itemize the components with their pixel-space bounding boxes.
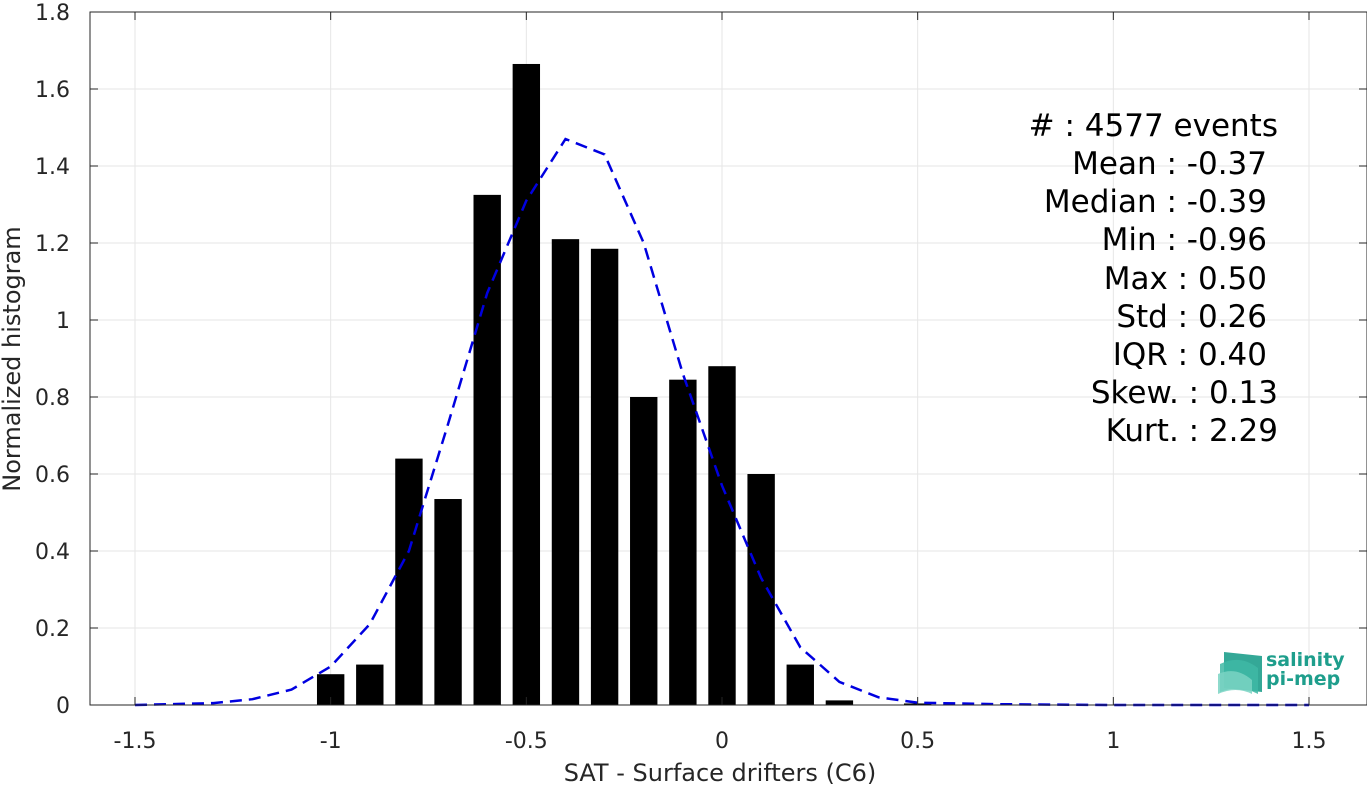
stats-iqr: IQR : 0.40 bbox=[1113, 337, 1267, 373]
logo-text-line1: salinity bbox=[1266, 649, 1345, 671]
stats-mean: Mean : -0.37 bbox=[1072, 146, 1267, 182]
x-axis-label: SAT - Surface drifters (C6) bbox=[564, 759, 877, 785]
x-tick-label: -0.5 bbox=[505, 729, 548, 754]
y-tick-label: 0.6 bbox=[35, 463, 70, 488]
histogram-bar bbox=[708, 366, 736, 705]
x-tick-label: 1 bbox=[1106, 729, 1120, 754]
fit-curve-line bbox=[134, 137, 1309, 707]
stats-min: Min : -0.96 bbox=[1102, 222, 1267, 258]
histogram-bar bbox=[590, 248, 619, 705]
stats-std: Std : 0.26 bbox=[1116, 299, 1267, 335]
y-tick-label: 1.6 bbox=[35, 78, 70, 103]
histogram-bar bbox=[630, 397, 658, 705]
salinity-pi-mep-logo: salinity pi-mep bbox=[1218, 649, 1345, 694]
histogram-bar bbox=[825, 700, 854, 705]
histogram-bar bbox=[512, 63, 541, 706]
stats-count: # : 4577 events bbox=[1029, 108, 1278, 144]
fit-curve bbox=[134, 137, 1309, 707]
axes-box bbox=[89, 11, 1367, 706]
histogram-bar bbox=[551, 239, 580, 705]
stats-median: Median : -0.39 bbox=[1044, 184, 1267, 220]
histogram-bar bbox=[669, 379, 697, 705]
bars bbox=[316, 63, 932, 706]
x-tick-label: 0 bbox=[715, 729, 729, 754]
y-tick-label: 0.4 bbox=[35, 540, 70, 565]
logo-text-line2: pi-mep bbox=[1266, 668, 1340, 690]
stats-max: Max : 0.50 bbox=[1104, 261, 1267, 297]
logo-waves-icon bbox=[1218, 652, 1262, 694]
x-tick-label: 1.5 bbox=[1292, 729, 1327, 754]
y-tick-label: 0 bbox=[56, 694, 70, 719]
stats-annotations: # : 4577 events Mean : -0.37 Median : -0… bbox=[1029, 108, 1278, 449]
histogram-bar bbox=[356, 664, 384, 705]
y-tick-label: 0.2 bbox=[35, 617, 70, 642]
x-tick-label: -1 bbox=[320, 729, 342, 754]
y-tick-label: 1 bbox=[56, 309, 70, 334]
histogram-bar bbox=[395, 458, 423, 705]
histogram-bar bbox=[786, 664, 814, 705]
histogram-bar bbox=[747, 474, 775, 705]
x-tick-label: 0.5 bbox=[900, 729, 935, 754]
stats-skew: Skew. : 0.13 bbox=[1091, 375, 1278, 411]
x-tick-label: -1.5 bbox=[114, 729, 157, 754]
stats-kurt: Kurt. : 2.29 bbox=[1106, 413, 1278, 449]
y-tick-label: 0.8 bbox=[35, 386, 70, 411]
histogram-bar bbox=[434, 499, 462, 705]
y-tick-label: 1.4 bbox=[35, 155, 70, 180]
axis-ticks: -1.5 -1 -0.5 0 0.5 1 1.5 0 0.2 0.4 0.6 0.8 1 1.2 1.4 1.… bbox=[35, 1, 1367, 754]
y-tick-label: 1.8 bbox=[35, 1, 70, 26]
y-axis-label: Normalized histogram bbox=[0, 226, 26, 491]
y-tick-label: 1.2 bbox=[35, 232, 70, 257]
histogram-bar bbox=[473, 194, 501, 705]
